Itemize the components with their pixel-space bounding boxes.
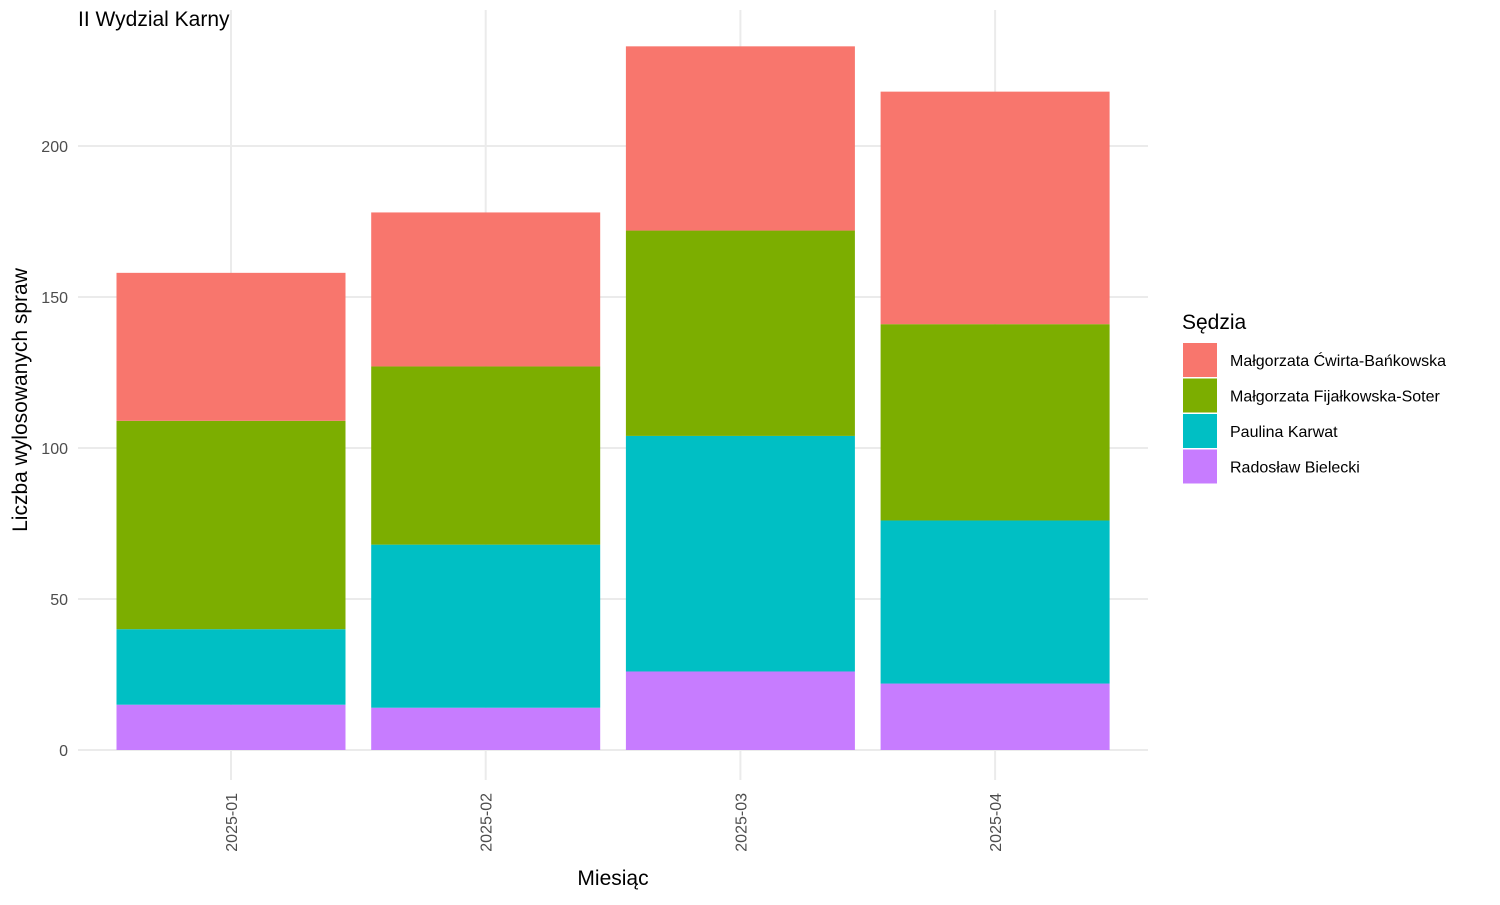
bar-segment [116,629,346,705]
bar-segment [880,324,1110,521]
x-tick-labels: 2025-01 2025-02 2025-03 2025-04 [224,793,1005,852]
bar-segment [880,683,1110,750]
bar-segment [116,272,346,421]
legend-swatch [1183,449,1217,484]
legend-label: Radosław Bielecki [1230,460,1360,477]
bar-segment [371,212,601,367]
bar-segment [371,544,601,708]
legend: Sędzia Małgorzata Ćwirta-Bańkowska Małgor… [1182,311,1446,484]
bar-segment [625,671,855,750]
y-tick-label: 200 [41,139,68,156]
bar-segment [625,435,855,672]
legend-title: Sędzia [1182,311,1247,334]
bars-layer [116,46,1110,750]
bar-segment [371,366,601,545]
y-tick-label: 0 [59,743,68,760]
bar-segment [880,520,1110,684]
y-tick-label: 100 [41,441,68,458]
x-tick-label: 2025-04 [988,793,1005,852]
legend-swatch [1183,343,1217,377]
x-tick-label: 2025-03 [733,793,750,852]
legend-label: Małgorzata Fijałkowska-Soter [1230,389,1441,406]
legend-swatch [1183,378,1217,413]
legend-swatch [1183,414,1217,448]
x-tick-label: 2025-01 [224,793,241,852]
bar-segment [116,704,346,750]
chart-title: II Wydzial Karny [78,8,230,31]
y-axis-title: Liczba wylosowanych spraw [9,267,32,532]
y-tick-label: 150 [41,290,68,307]
bar-segment [625,46,855,231]
legend-label: Paulina Karwat [1230,424,1338,441]
legend-label: Małgorzata Ćwirta-Bańkowska [1230,351,1446,370]
x-axis-title: Miesiąc [577,867,648,890]
y-tick-labels: 0 50 100 150 200 [41,139,68,760]
bar-segment [625,230,855,436]
x-tick-label: 2025-02 [479,793,496,852]
bar-segment [116,420,346,630]
bar-segment [371,707,601,750]
bar-segment [880,91,1110,325]
y-tick-label: 50 [50,592,68,609]
